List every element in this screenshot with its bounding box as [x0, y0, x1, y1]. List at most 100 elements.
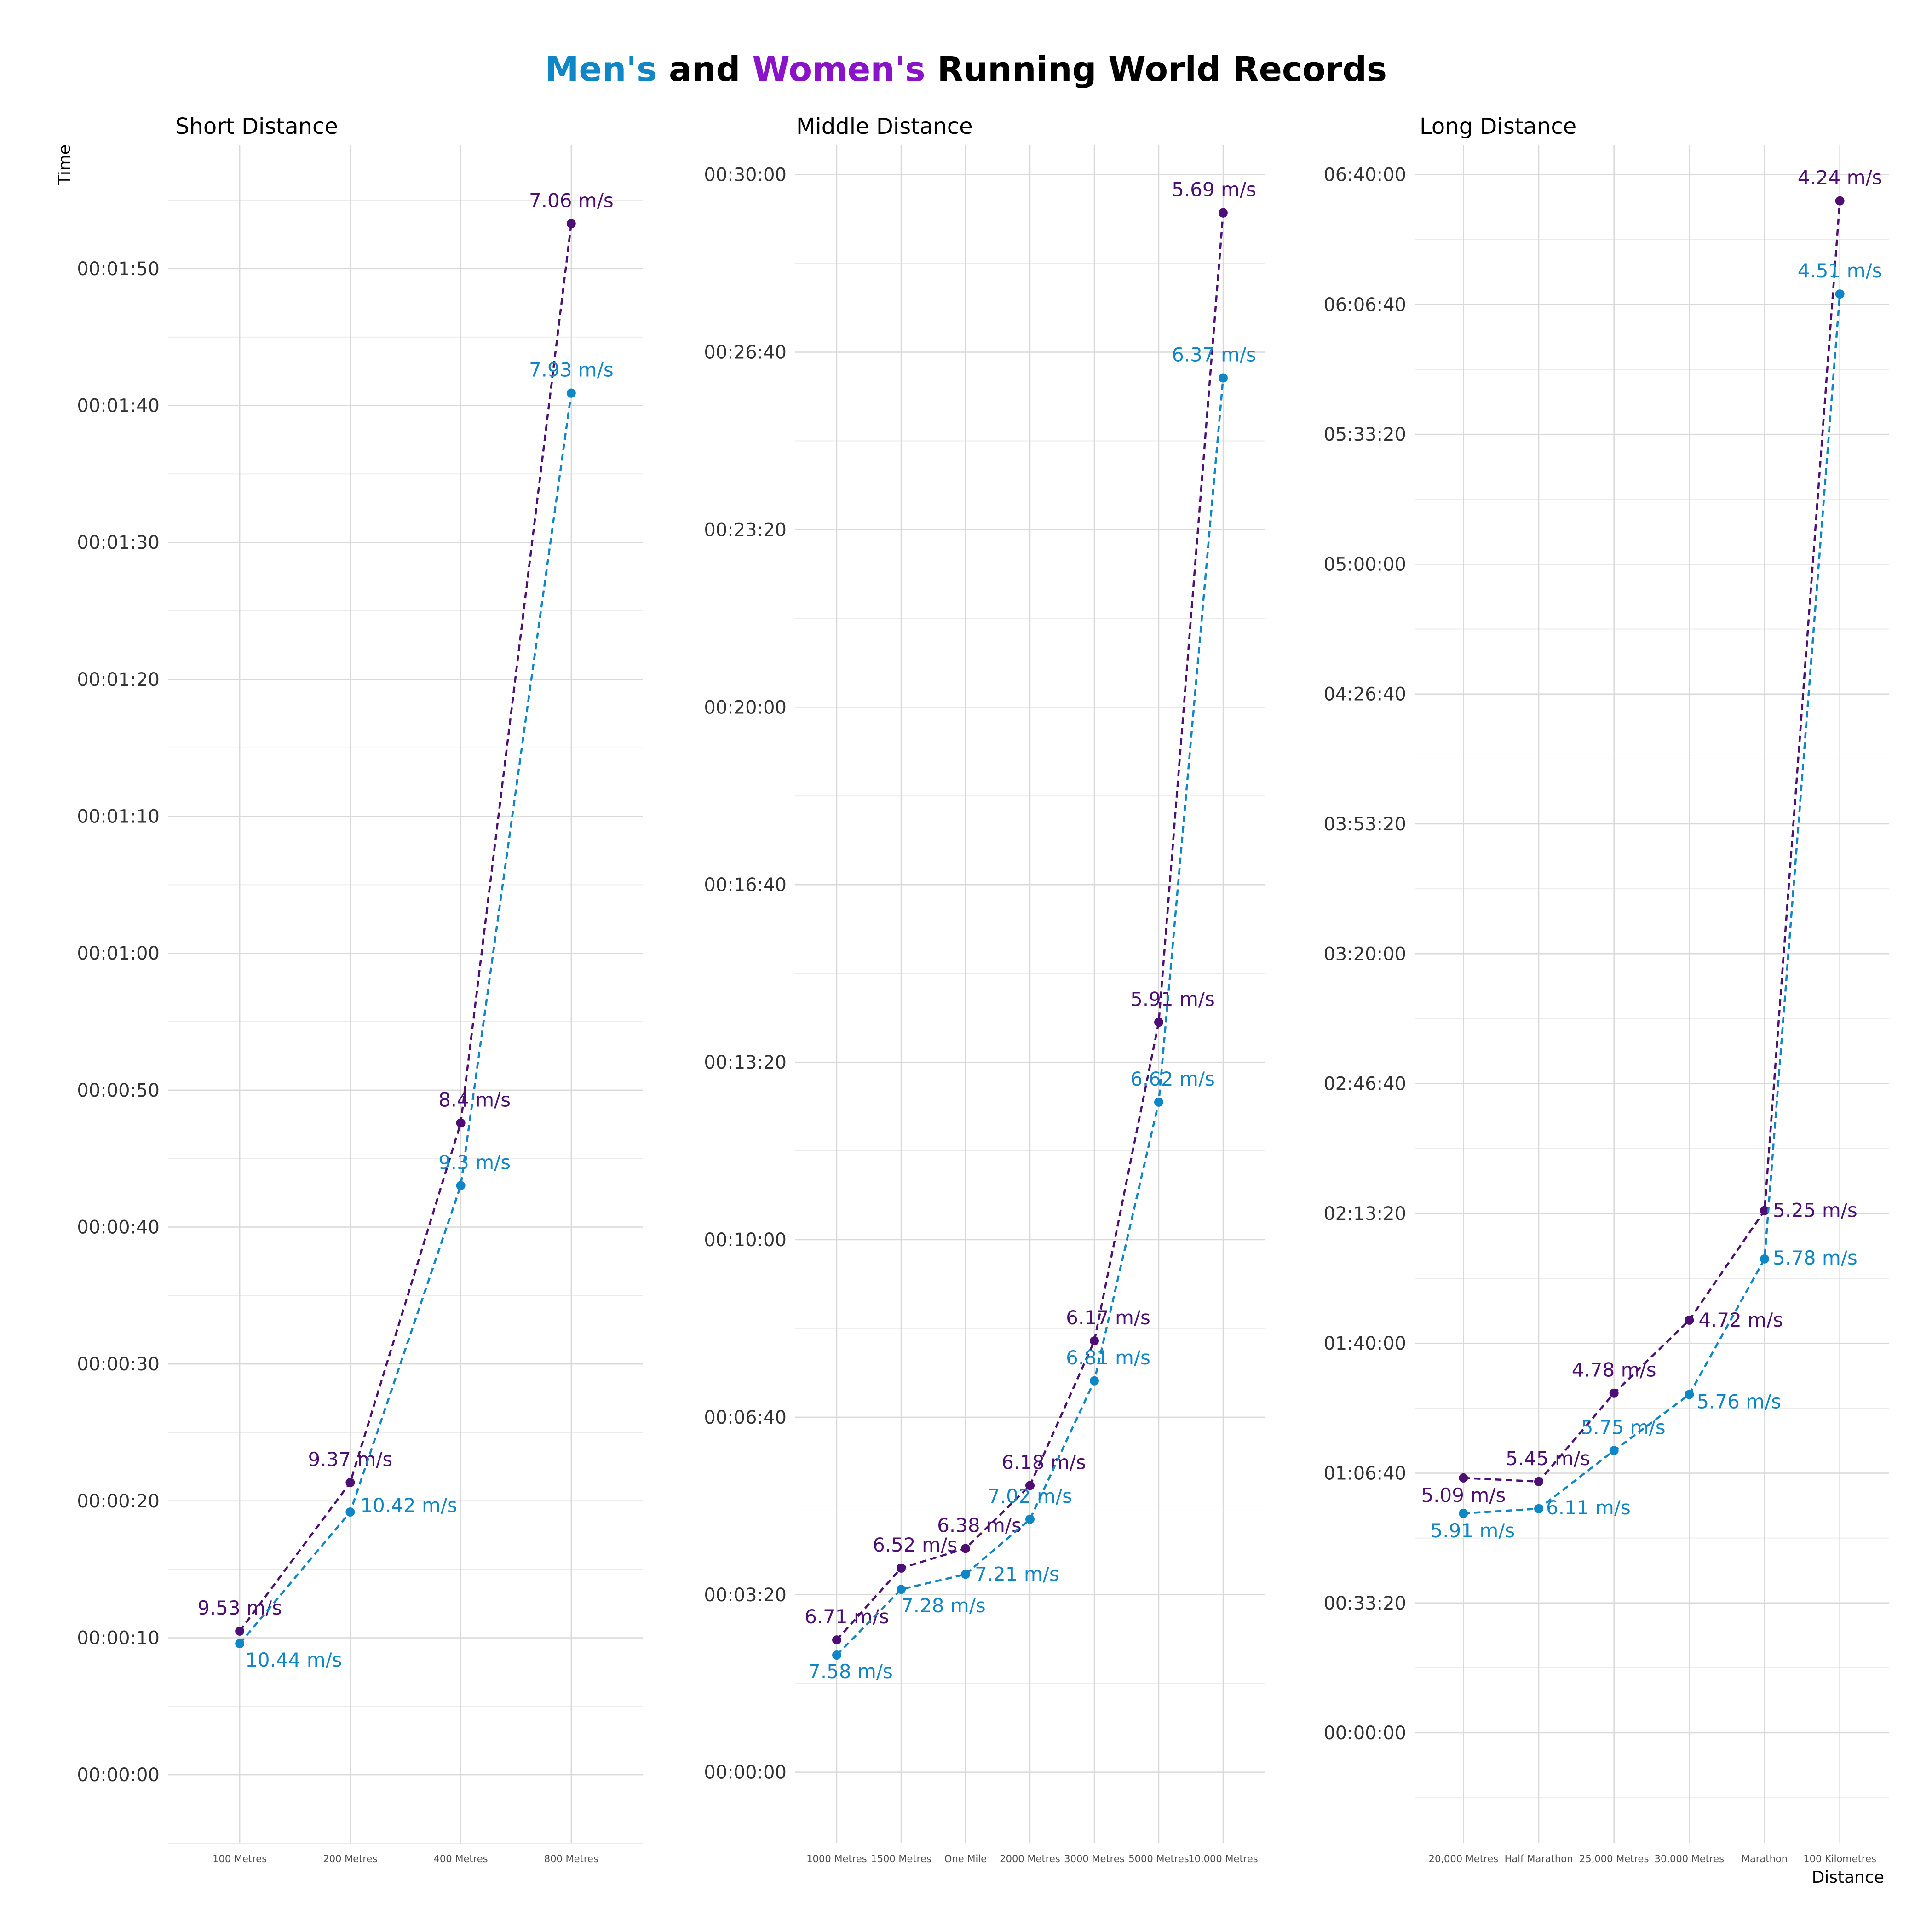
y-tick-label: 06:06:40 [1323, 294, 1406, 316]
data-label-men: 7.28 m/s [901, 1594, 986, 1617]
y-tick-label: 00:16:40 [704, 874, 787, 896]
data-label-men: 7.02 m/s [988, 1485, 1072, 1507]
y-tick-label: 00:00:50 [77, 1080, 160, 1101]
y-tick-label: 00:01:00 [77, 943, 160, 964]
y-tick-label: 00:01:10 [77, 806, 160, 828]
data-point-men [1534, 1504, 1544, 1513]
data-label-women: 5.69 m/s [1172, 178, 1256, 201]
x-tick-label: 10,000 Metres [1188, 1853, 1258, 1864]
data-label-men: 4.51 m/s [1798, 259, 1882, 282]
y-tick-label: 02:13:20 [1323, 1203, 1406, 1225]
y-tick-label: 00:00:20 [77, 1491, 160, 1512]
data-label-women: 8.4 m/s [438, 1088, 511, 1111]
data-point-men [235, 1639, 245, 1649]
data-point-men [566, 388, 576, 398]
data-point-men [1154, 1097, 1163, 1107]
data-point-women [1685, 1315, 1694, 1325]
data-label-men: 7.58 m/s [808, 1660, 893, 1683]
series-line-men [239, 393, 573, 1644]
data-point-women [1609, 1388, 1619, 1398]
data-label-men: 6.37 m/s [1172, 344, 1256, 366]
data-label-women: 4.24 m/s [1798, 167, 1882, 189]
y-tick-label: 00:26:40 [704, 342, 787, 363]
data-point-women [1534, 1477, 1544, 1486]
y-tick-label: 00:03:20 [704, 1585, 787, 1606]
y-tick-label: 00:00:30 [77, 1354, 160, 1375]
data-point-men [832, 1650, 841, 1660]
y-tick-label: 06:40:00 [1323, 165, 1406, 186]
data-label-men: 5.78 m/s [1773, 1247, 1857, 1269]
data-label-women: 7.06 m/s [529, 189, 614, 212]
y-tick-label: 00:30:00 [704, 165, 787, 186]
x-tick-label: 5000 Metres [1128, 1853, 1189, 1864]
data-point-women [456, 1118, 466, 1128]
data-point-men [1685, 1390, 1694, 1399]
data-point-men [345, 1507, 355, 1517]
x-tick-label: 1000 Metres [806, 1853, 867, 1864]
title-and: and [657, 50, 752, 89]
panel-2: 00:00:00 00:33:20 01:06:40 01:40:00 02:13:20… [1323, 114, 1889, 1864]
y-tick-label: 00:00:00 [1323, 1723, 1406, 1744]
data-point-men [1459, 1508, 1468, 1518]
x-tick-label: 400 Metres [434, 1853, 488, 1864]
data-point-men [1760, 1254, 1769, 1264]
chart-title: Men's and Women's Running World Records [545, 50, 1387, 89]
data-point-women [1154, 1018, 1163, 1027]
y-tick-label: 00:00:10 [77, 1628, 160, 1649]
series-line-men [1463, 293, 1841, 1515]
panel-title: Long Distance [1420, 114, 1576, 139]
y-tick-label: 00:13:20 [704, 1052, 787, 1073]
y-tick-label: 00:01:40 [77, 396, 160, 417]
title-women: Women's [752, 50, 926, 89]
data-point-men [1219, 373, 1228, 383]
data-label-women: 6.18 m/s [1001, 1451, 1086, 1473]
data-point-men [897, 1585, 906, 1594]
data-label-women: 5.09 m/s [1421, 1484, 1506, 1506]
x-tick-label: 30,000 Metres [1655, 1853, 1724, 1864]
x-tick-label: 100 Kilometres [1803, 1853, 1876, 1864]
x-tick-label: 100 Metres [213, 1853, 267, 1864]
data-point-women [1219, 208, 1228, 218]
x-tick-label: Half Marathon [1505, 1853, 1573, 1864]
panel-1: 00:00:00 00:03:20 00:06:40 00:10:00 00:13:20… [704, 114, 1265, 1864]
y-tick-label: 00:00:00 [77, 1765, 160, 1786]
data-label-women: 6.38 m/s [937, 1514, 1022, 1536]
data-label-women: 4.78 m/s [1572, 1359, 1656, 1381]
title-men: Men's [545, 50, 657, 89]
data-label-men: 7.93 m/s [529, 358, 614, 381]
y-tick-label: 02:46:40 [1323, 1074, 1406, 1095]
data-label-women: 6.71 m/s [805, 1605, 889, 1628]
x-axis-title: Distance [1812, 1868, 1884, 1887]
y-tick-label: 01:40:00 [1323, 1333, 1406, 1354]
data-point-women [1025, 1481, 1035, 1490]
panel-title: Short Distance [175, 114, 338, 139]
data-label-women: 5.91 m/s [1130, 988, 1215, 1010]
data-point-men [1609, 1446, 1619, 1455]
y-tick-label: 00:23:20 [704, 519, 787, 540]
data-label-men: 5.75 m/s [1581, 1416, 1666, 1438]
data-point-women [1835, 196, 1845, 206]
data-label-women: 4.72 m/s [1698, 1309, 1783, 1331]
x-tick-label: 20,000 Metres [1429, 1853, 1498, 1864]
data-point-women [345, 1478, 355, 1487]
data-label-men: 6.11 m/s [1546, 1496, 1631, 1519]
data-label-men: 5.76 m/s [1696, 1391, 1781, 1413]
data-label-women: 9.37 m/s [308, 1448, 392, 1471]
series-line-women [1463, 201, 1841, 1483]
data-label-women: 9.53 m/s [197, 1597, 282, 1619]
x-tick-label: 200 Metres [323, 1853, 377, 1864]
data-point-men [961, 1570, 970, 1579]
data-label-men: 7.21 m/s [975, 1563, 1059, 1585]
y-tick-label: 00:33:20 [1323, 1593, 1406, 1614]
y-tick-label: 01:06:40 [1323, 1463, 1406, 1484]
data-label-men: 6.81 m/s [1066, 1346, 1150, 1369]
y-tick-label: 03:53:20 [1323, 814, 1406, 835]
panel-title: Middle Distance [796, 114, 973, 139]
y-tick-label: 00:10:00 [704, 1230, 787, 1251]
y-tick-label: 05:00:00 [1323, 554, 1406, 575]
data-point-women [961, 1544, 970, 1553]
x-tick-label: 800 Metres [544, 1853, 598, 1864]
y-tick-label: 00:01:20 [77, 669, 160, 690]
